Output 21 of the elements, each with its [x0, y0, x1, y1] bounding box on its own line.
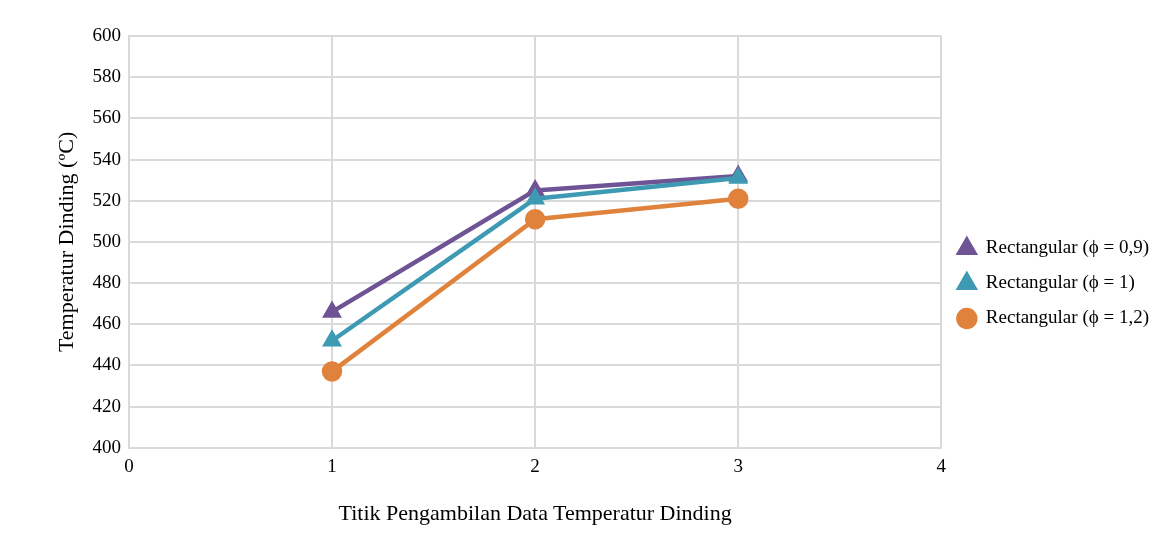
y-tick-label: 500	[92, 229, 121, 251]
y-tick-label: 460	[92, 312, 121, 334]
x-tick-label: 4	[936, 455, 947, 477]
y-tick-label: 480	[92, 271, 121, 293]
x-tick-label: 2	[530, 455, 540, 477]
legend-label: Rectangular (ϕ = 0,9)	[985, 236, 1150, 259]
x-axis-title: Titik Pengambilan Data Temperatur Dinding	[338, 499, 732, 525]
x-tick-label: 3	[733, 455, 743, 477]
y-tick-label: 600	[92, 23, 121, 45]
y-tick-label: 560	[92, 106, 121, 128]
x-tick-label: 0	[124, 455, 134, 477]
y-axis-title: Temperatur Dinding (ºC)	[52, 131, 78, 353]
y-tick-label: 520	[92, 188, 121, 210]
x-tick-label: 1	[327, 455, 337, 477]
y-tick-label: 400	[92, 435, 121, 457]
y-tick-label: 580	[92, 65, 121, 87]
legend-label: Rectangular (ϕ = 1,2)	[985, 306, 1150, 329]
y-tick-label: 420	[92, 394, 121, 416]
y-tick-label: 440	[92, 353, 121, 375]
legend-label: Rectangular (ϕ = 1)	[985, 271, 1135, 294]
y-tick-label: 540	[92, 147, 121, 169]
